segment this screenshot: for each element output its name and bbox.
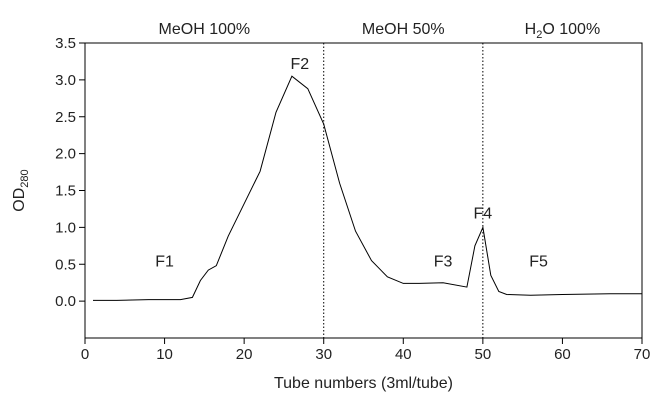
fraction-label: F5 bbox=[529, 254, 548, 271]
x-axis-title: Tube numbers (3ml/tube) bbox=[274, 375, 453, 392]
solvent-region-label: H2O 100% bbox=[525, 21, 601, 41]
fraction-label: F3 bbox=[434, 254, 453, 271]
y-tick-label: 1.0 bbox=[55, 219, 76, 236]
fraction-label: F1 bbox=[155, 254, 174, 271]
x-tick-label: 70 bbox=[634, 346, 651, 363]
y-tick-label: 1.5 bbox=[55, 183, 76, 200]
x-tick-label: 30 bbox=[315, 346, 332, 363]
x-tick-label: 60 bbox=[554, 346, 571, 363]
y-tick-label: 0.0 bbox=[55, 293, 76, 310]
y-axis-title: OD280 bbox=[11, 169, 31, 211]
solvent-region-label: MeOH 50% bbox=[362, 21, 445, 38]
y-axis-title-subscript: 280 bbox=[19, 169, 31, 187]
x-tick-label: 0 bbox=[81, 346, 89, 363]
x-tick-label: 50 bbox=[475, 346, 492, 363]
y-tick-label: 3.0 bbox=[55, 72, 76, 89]
od280-series-line bbox=[93, 75, 642, 301]
y-tick-label: 2.5 bbox=[55, 109, 76, 126]
plot-frame bbox=[84, 42, 643, 339]
chart-labels: Tube numbers (3ml/tube) OD280 bbox=[11, 169, 453, 392]
y-tick-label: 3.5 bbox=[55, 35, 76, 52]
fraction-label: F4 bbox=[474, 206, 493, 223]
y-tick-label: 0.5 bbox=[55, 256, 76, 273]
x-tick-label: 20 bbox=[236, 346, 253, 363]
y-axis-title-main: OD bbox=[11, 188, 28, 212]
x-tick-label: 40 bbox=[395, 346, 412, 363]
x-tick-label: 10 bbox=[156, 346, 173, 363]
solvent-region-label: MeOH 100% bbox=[159, 21, 251, 38]
plot-area: 0 10 20 30 40 50 60 70 0.0 0.5 1.0 1.5 2.0 2.5 3.0 3.5 M… bbox=[55, 21, 650, 363]
y-tick-label: 2.0 bbox=[55, 146, 76, 163]
fraction-label: F2 bbox=[291, 56, 310, 73]
